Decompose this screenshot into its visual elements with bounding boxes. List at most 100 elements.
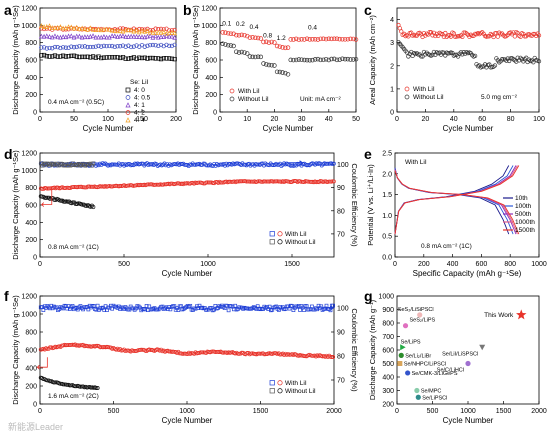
data-point	[156, 43, 161, 49]
data-point	[536, 33, 542, 38]
y2-tick-label: 80	[337, 208, 345, 215]
data-point	[172, 30, 178, 36]
data-point	[227, 179, 231, 184]
data-point	[112, 33, 118, 39]
y-tick-label: 800	[25, 330, 37, 337]
data-point	[132, 349, 137, 353]
data-point	[123, 56, 128, 61]
y-tick-label: 2.0	[382, 171, 392, 178]
data-point	[331, 303, 335, 308]
data-point	[128, 33, 134, 39]
data-point	[307, 179, 312, 184]
data-point	[415, 394, 421, 400]
data-point	[312, 37, 318, 42]
data-point	[142, 34, 148, 40]
x-tick-label: 20	[422, 116, 430, 123]
chart-e: 0 200 400 600 800 1000 0.0 0.5 1.0 1.5 2.0 2.5 Speci…	[366, 151, 547, 279]
data-point	[472, 53, 478, 58]
data-point	[321, 36, 326, 42]
data-point	[156, 56, 161, 61]
data-point	[158, 42, 164, 48]
data-point	[159, 182, 164, 187]
data-point	[228, 179, 233, 184]
data-point	[106, 26, 112, 32]
x-tick-label: 150	[136, 116, 148, 123]
data-point	[101, 26, 107, 32]
data-point	[263, 352, 268, 357]
data-point	[304, 57, 310, 63]
data-point	[268, 351, 273, 356]
data-point	[143, 307, 148, 312]
data-point	[495, 34, 500, 39]
y-axis-label: Discharge Capacity (mAh g⁻¹Se)	[11, 5, 20, 115]
data-point	[200, 350, 205, 355]
y-tick-label: 2.5	[382, 151, 392, 158]
data-point	[38, 33, 44, 39]
legend-label: 10th	[515, 195, 528, 202]
data-point	[235, 179, 240, 184]
data-point	[348, 36, 353, 42]
data-point	[285, 45, 291, 50]
data-point	[126, 27, 131, 33]
chart-a: 0 50 100 150 200 0 200 400 600 800 1000 1200 Cycle N…	[11, 5, 182, 133]
data-point	[164, 30, 169, 36]
x-tick-label: 800	[504, 261, 516, 268]
data-point	[255, 35, 261, 41]
x-tick-label: 2000	[326, 408, 342, 415]
data-point	[80, 202, 85, 207]
y-tick-label: 1000	[21, 312, 37, 319]
data-point	[418, 54, 424, 59]
data-point	[253, 54, 258, 60]
data-point	[244, 51, 250, 56]
data-point	[181, 351, 186, 356]
data-point	[236, 32, 242, 38]
data-point	[307, 37, 313, 42]
data-point	[139, 28, 145, 33]
data-point	[90, 33, 96, 38]
data-point	[107, 55, 112, 60]
legend-marker	[229, 88, 235, 94]
data-point	[93, 27, 99, 32]
data-point	[80, 54, 85, 59]
data-point	[120, 26, 126, 31]
data-point	[66, 33, 71, 39]
y-tick-label: 1200	[201, 6, 217, 13]
data-point	[74, 44, 79, 50]
legend-marker	[125, 102, 131, 108]
charge-curve	[394, 165, 514, 235]
data-point	[63, 54, 68, 59]
legend-marker	[277, 231, 283, 237]
data-point	[150, 55, 156, 61]
data-point	[291, 37, 296, 42]
y-tick-label: 600	[382, 348, 394, 355]
x-tick-label: 20	[271, 116, 279, 123]
y-tick-label: 200	[25, 384, 37, 391]
data-point	[226, 308, 231, 313]
data-point	[261, 39, 266, 45]
data-point	[210, 349, 215, 354]
data-point	[283, 70, 288, 76]
x-tick-label: 1500	[284, 261, 300, 268]
y-tick-label: 200	[205, 92, 217, 99]
data-point	[245, 179, 250, 184]
point-label: Se/C/LiHCl	[437, 368, 464, 374]
y-tick-label: 900	[382, 307, 394, 314]
data-point	[68, 33, 74, 39]
data-point	[264, 179, 269, 184]
data-point	[242, 32, 247, 38]
data-point	[161, 27, 166, 32]
data-point	[58, 381, 63, 386]
data-point	[164, 42, 169, 48]
data-point	[55, 44, 60, 50]
data-point	[398, 352, 404, 358]
data-point	[52, 53, 58, 58]
data-point	[86, 344, 91, 349]
data-point	[309, 179, 313, 184]
data-point	[88, 44, 93, 50]
y-tick-label: 600	[25, 58, 37, 65]
y2-tick-label: 80	[337, 354, 345, 361]
data-point	[484, 34, 489, 39]
data-point	[112, 55, 117, 60]
data-point	[263, 62, 269, 67]
panel-label-e: e	[364, 146, 372, 162]
